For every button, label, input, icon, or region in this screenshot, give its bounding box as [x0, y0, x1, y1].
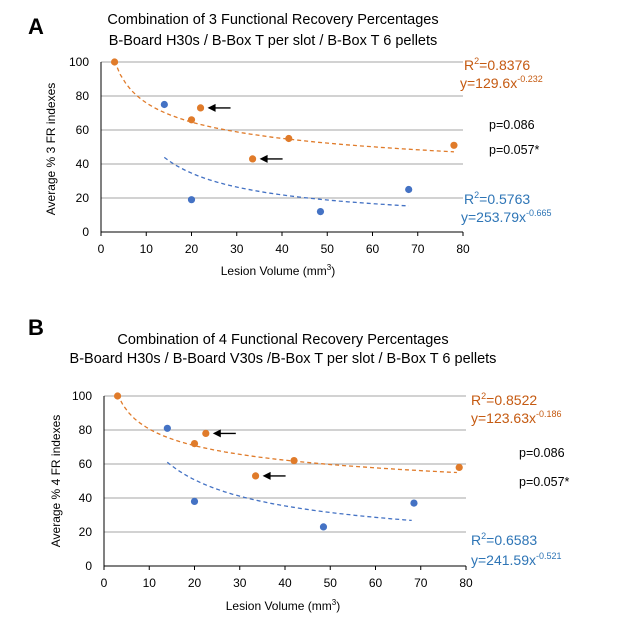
- panel-label: A: [28, 14, 44, 39]
- orange-data-point: [202, 429, 210, 437]
- y-tick-label: 0: [82, 225, 89, 239]
- x-tick-label: 30: [233, 576, 247, 590]
- x-tick-label: 10: [140, 242, 154, 256]
- blue-data-point: [163, 424, 171, 432]
- arrow-head: [262, 471, 271, 480]
- x-tick-label: 50: [321, 242, 335, 256]
- x-tick-label: 0: [98, 242, 105, 256]
- blue-fit-equation: y=241.59x-0.521: [471, 551, 562, 568]
- blue-data-point: [319, 523, 328, 531]
- orange-data-point: [187, 116, 196, 124]
- chart-subtitle: B-Board H30s / B-Box T per slot / B-Box …: [109, 33, 438, 49]
- x-tick-label: 80: [459, 576, 473, 590]
- y-tick-label: 100: [72, 389, 92, 403]
- orange-trendline: [117, 394, 457, 474]
- x-tick-label: 70: [414, 576, 428, 590]
- p-value-1: p=0.086: [489, 118, 535, 132]
- x-tick-label: 40: [275, 242, 289, 256]
- orange-data-point: [196, 104, 205, 112]
- p-value-2: p=0.057*: [519, 475, 570, 489]
- x-tick-label: 70: [411, 242, 425, 256]
- chart-subtitle: B-Board H30s / B-Board V30s /B-Box T per…: [70, 351, 497, 367]
- orange-r2-label: R2=0.8376: [464, 56, 530, 73]
- orange-data-point: [455, 463, 463, 471]
- orange-trendline: [114, 60, 454, 153]
- y-tick-label: 80: [76, 89, 90, 103]
- x-tick-label: 20: [188, 576, 202, 590]
- chart-title: Combination of 3 Functional Recovery Per…: [107, 12, 438, 28]
- arrow-head: [212, 429, 221, 438]
- y-tick-label: 80: [79, 423, 93, 437]
- orange-data-point: [450, 141, 458, 149]
- x-tick-label: 60: [366, 242, 380, 256]
- orange-data-point: [110, 58, 119, 66]
- blue-data-point: [160, 100, 168, 109]
- orange-data-point: [113, 392, 122, 400]
- blue-fit-equation: y=253.79x-0.665: [461, 208, 552, 225]
- x-tick-label: 30: [230, 242, 244, 256]
- blue-trendline: [163, 156, 409, 207]
- y-tick-label: 40: [79, 491, 93, 505]
- panel-b: B Combination of 4 Functional Recovery P…: [28, 315, 570, 613]
- x-tick-label: 10: [143, 576, 157, 590]
- blue-r2-label: R2=0.5763: [464, 190, 530, 207]
- blue-data-point: [410, 499, 418, 507]
- x-tick-label: 50: [324, 576, 338, 590]
- x-tick-label: 0: [101, 576, 108, 590]
- panel-label: B: [28, 315, 44, 340]
- p-value-2: p=0.057*: [489, 143, 540, 157]
- blue-data-point: [190, 497, 199, 505]
- x-axis-label: Lesion Volume (mm3): [226, 598, 341, 613]
- x-tick-label: 40: [278, 576, 292, 590]
- x-tick-label: 80: [456, 242, 470, 256]
- x-tick-label: 20: [185, 242, 199, 256]
- orange-data-point: [248, 155, 257, 163]
- blue-trendline: [166, 461, 412, 522]
- x-tick-label: 60: [369, 576, 383, 590]
- y-axis-label: Average % 4 FR indexes: [49, 415, 63, 548]
- arrow-head: [259, 154, 268, 163]
- y-axis-label: Average % 3 FR indexes: [44, 83, 58, 216]
- orange-data-point: [251, 472, 260, 480]
- orange-data-point: [290, 457, 298, 465]
- p-value-1: p=0.086: [519, 446, 565, 460]
- y-tick-label: 0: [85, 559, 92, 573]
- x-axis-label: Lesion Volume (mm3): [221, 263, 336, 278]
- orange-fit-equation: y=123.63x-0.186: [471, 409, 562, 426]
- orange-fit-equation: y=129.6x-0.232: [460, 74, 543, 91]
- panel-a: A Combination of 3 Functional Recovery P…: [28, 12, 552, 278]
- y-tick-label: 20: [79, 525, 93, 539]
- orange-data-point: [285, 134, 293, 143]
- y-tick-label: 60: [79, 457, 93, 471]
- orange-data-point: [190, 440, 199, 448]
- chart-title: Combination of 4 Functional Recovery Per…: [117, 332, 448, 348]
- y-tick-label: 100: [69, 55, 89, 69]
- orange-r2-label: R2=0.8522: [471, 391, 537, 408]
- blue-r2-label: R2=0.6583: [471, 531, 537, 548]
- y-tick-label: 20: [76, 191, 90, 205]
- y-tick-label: 40: [76, 157, 90, 171]
- blue-data-point: [316, 208, 325, 216]
- blue-data-point: [187, 196, 196, 204]
- arrow-head: [207, 103, 216, 112]
- blue-data-point: [405, 185, 413, 194]
- y-tick-label: 60: [76, 123, 90, 137]
